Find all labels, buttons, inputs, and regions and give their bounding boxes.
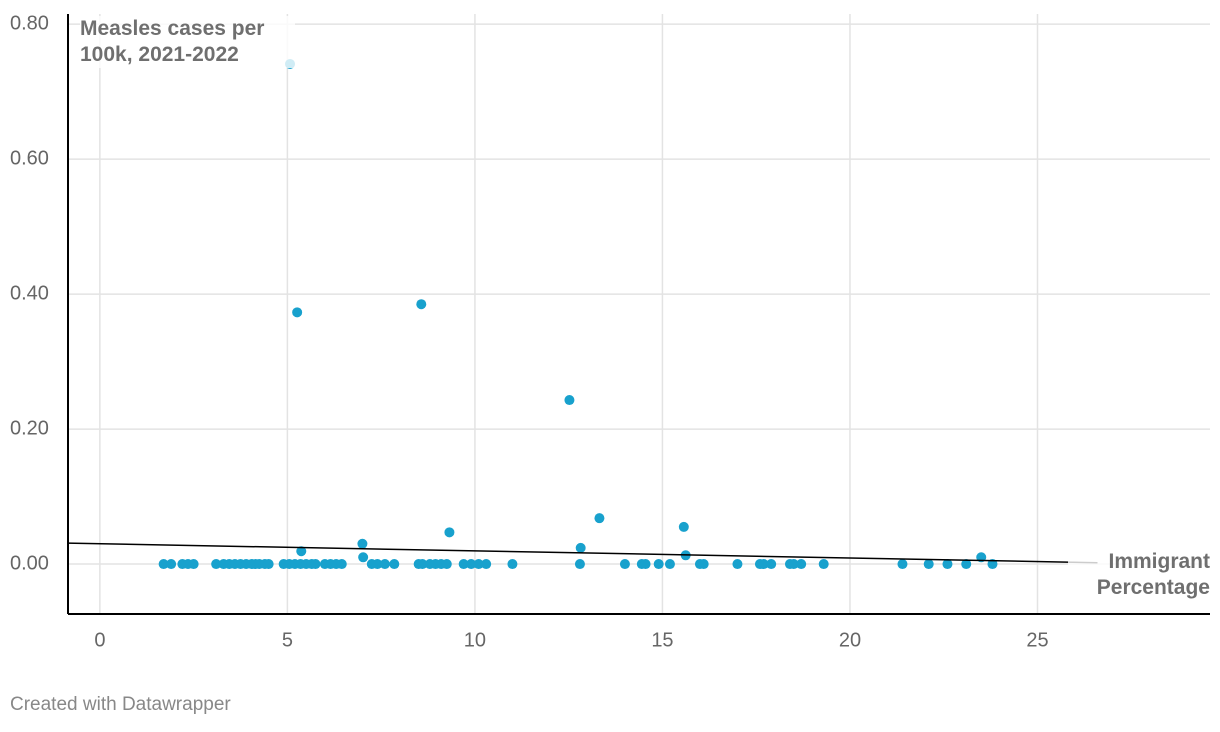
point: [664, 559, 675, 570]
grid: [68, 14, 1210, 614]
point: [732, 559, 743, 570]
point: [372, 559, 383, 570]
point: [923, 559, 934, 570]
point: [507, 559, 518, 570]
point: [310, 559, 321, 570]
point: [653, 559, 664, 570]
marks: [67, 58, 1098, 570]
trend-line: [67, 542, 1098, 564]
point: [263, 559, 274, 570]
point: [788, 559, 799, 570]
point: [564, 395, 575, 406]
point: [292, 307, 303, 318]
point: [458, 559, 469, 570]
point: [818, 559, 829, 570]
point: [357, 538, 368, 549]
point: [796, 559, 807, 570]
x-tick-label: 15: [651, 629, 673, 651]
point: [594, 513, 605, 524]
point: [389, 559, 400, 570]
point: [897, 559, 908, 570]
point: [296, 546, 307, 557]
point: [640, 559, 651, 570]
y-tick-label: 0.40: [10, 282, 49, 304]
footer: Created with Datawrapper: [10, 694, 231, 715]
point: [166, 559, 177, 570]
x-tick-label: 5: [282, 629, 293, 651]
y-axis-title: Measles cases per 100k, 2021-2022: [80, 16, 295, 68]
point: [379, 559, 390, 570]
y-tick-label: 0.80: [10, 12, 49, 34]
point: [619, 559, 630, 570]
point: [336, 559, 347, 570]
point: [766, 559, 777, 570]
point: [441, 559, 452, 570]
y-tick-label: 0.20: [10, 417, 49, 439]
point: [961, 559, 972, 570]
point: [417, 559, 428, 570]
y-tick-label: 0.00: [10, 552, 49, 574]
point: [481, 559, 492, 570]
x-tick-label: 25: [1026, 629, 1048, 651]
y-tick-label: 0.60: [10, 147, 49, 169]
point: [678, 521, 689, 532]
x-axis-title: Immigrant Percentage: [1068, 549, 1210, 601]
point: [987, 559, 998, 570]
x-tick-label: 0: [94, 629, 105, 651]
point: [466, 559, 477, 570]
x-tick-label: 20: [839, 629, 861, 651]
point: [473, 559, 484, 570]
point: [358, 552, 369, 563]
x-tick-label: 10: [464, 629, 486, 651]
point: [444, 527, 455, 538]
point: [574, 559, 585, 570]
point: [698, 559, 709, 570]
point: [416, 299, 427, 310]
point: [158, 559, 169, 570]
point: [211, 559, 222, 570]
point: [942, 559, 953, 570]
point: [575, 542, 586, 553]
point: [758, 559, 769, 570]
point: [188, 559, 199, 570]
